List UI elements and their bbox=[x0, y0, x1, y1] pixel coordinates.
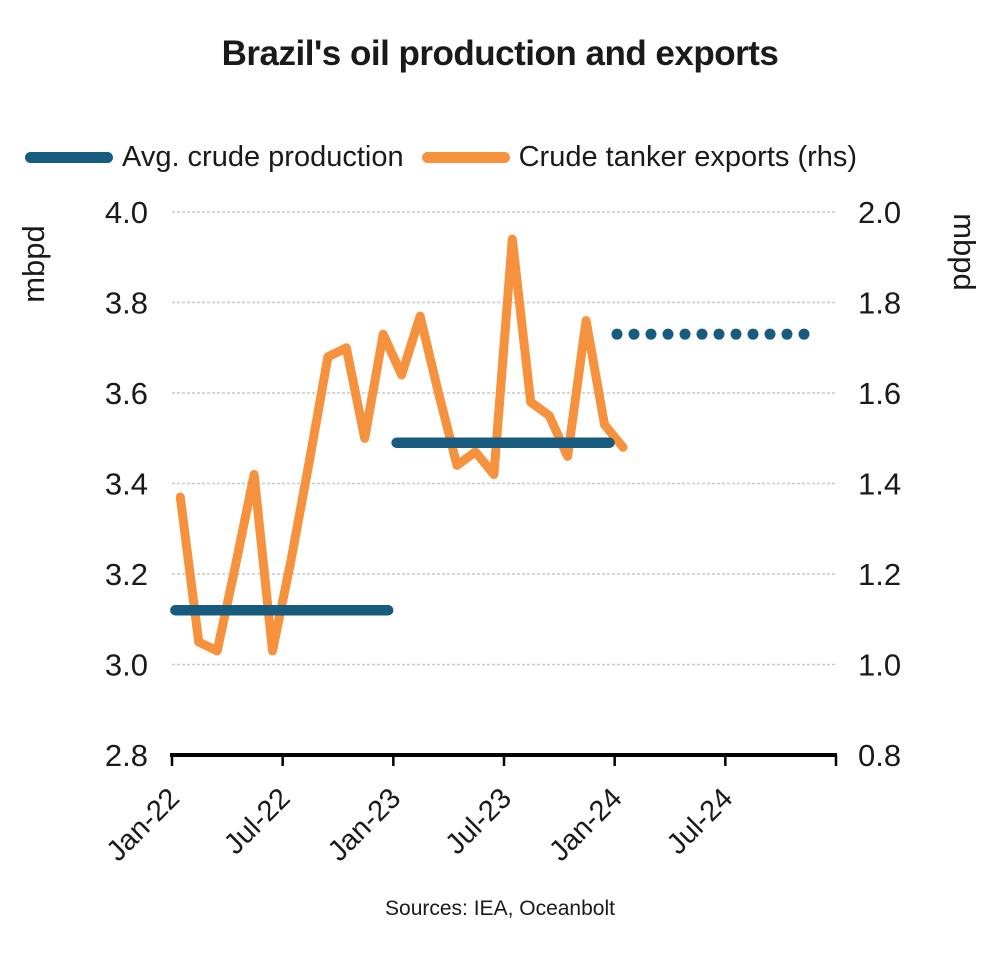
x-axis-tick-label: Jan-22 bbox=[101, 782, 186, 867]
right-axis-tick-label: 1.6 bbox=[858, 376, 901, 411]
right-axis-unit-label: mbpd bbox=[947, 213, 982, 291]
production-forecast-dot bbox=[611, 328, 623, 340]
production-forecast-dot bbox=[730, 328, 742, 340]
production-forecast-dot bbox=[798, 328, 810, 340]
left-axis-unit-label: mbpd bbox=[16, 225, 51, 303]
production-forecast-dot bbox=[662, 328, 674, 340]
right-axis-tick-label: 2.0 bbox=[858, 195, 901, 230]
left-axis-tick-label: 3.4 bbox=[105, 467, 148, 502]
production-forecast-dot bbox=[747, 328, 759, 340]
production-forecast-dot bbox=[764, 328, 776, 340]
exports-line-swatch bbox=[421, 152, 510, 163]
x-axis-tick-label: Jul-24 bbox=[661, 782, 739, 860]
sources-text: Sources: IEA, Oceanbolt bbox=[385, 897, 615, 920]
legend: Avg. crude production Crude tanker expor… bbox=[25, 141, 1000, 174]
right-axis-tick-label: 1.8 bbox=[858, 286, 901, 321]
right-axis-tick-label: 1.0 bbox=[858, 648, 901, 683]
left-axis-tick-label: 3.2 bbox=[105, 557, 148, 592]
production-forecast-dot bbox=[679, 328, 691, 340]
left-axis-tick-label: 3.0 bbox=[105, 648, 148, 683]
production-forecast-dot bbox=[696, 328, 708, 340]
left-axis-tick-label: 3.8 bbox=[105, 286, 148, 321]
left-axis-tick-label: 2.8 bbox=[105, 738, 148, 773]
production-forecast-dot bbox=[645, 328, 657, 340]
legend-label-exports: Crude tanker exports (rhs) bbox=[518, 141, 858, 173]
left-axis-tick-label: 4.0 bbox=[105, 195, 148, 230]
production-line-swatch bbox=[25, 152, 113, 163]
right-axis-tick-label: 0.8 bbox=[858, 738, 901, 773]
legend-item-production: Avg. crude production bbox=[25, 141, 404, 174]
production-forecast-dot bbox=[713, 328, 725, 340]
x-axis-tick-label: Jul-22 bbox=[218, 782, 296, 860]
x-axis-tick-label: Jan-24 bbox=[543, 782, 628, 867]
chart-title: Brazil's oil production and exports bbox=[221, 34, 779, 73]
right-axis-tick-label: 1.4 bbox=[858, 467, 901, 502]
production-forecast-dot bbox=[781, 328, 793, 340]
left-axis-tick-label: 3.6 bbox=[105, 376, 148, 411]
exports-series-line bbox=[175, 234, 628, 656]
legend-item-exports: Crude tanker exports (rhs) bbox=[421, 141, 858, 174]
production-forecast-dot bbox=[628, 328, 640, 340]
x-axis-tick-label: Jan-23 bbox=[322, 782, 407, 867]
x-axis-tick-label: Jul-23 bbox=[439, 782, 517, 860]
right-axis-tick-label: 1.2 bbox=[858, 557, 901, 592]
legend-label-production: Avg. crude production bbox=[122, 141, 404, 173]
